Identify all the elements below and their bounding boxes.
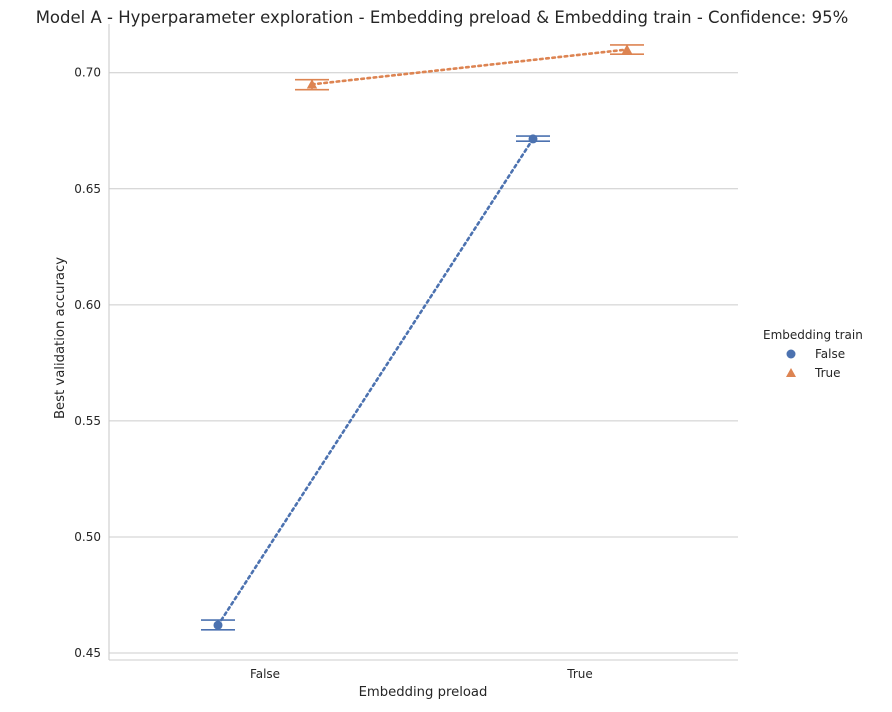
y-tick-label: 0.65 (74, 182, 101, 196)
y-tick-label: 0.45 (74, 646, 101, 660)
x-tick-label: False (250, 667, 280, 681)
series-true (295, 44, 644, 91)
x-axis-label: Embedding preload (359, 685, 488, 700)
chart-title: Model A - Hyperparameter exploration - E… (36, 8, 849, 27)
legend-label: True (814, 366, 841, 380)
legend: Embedding train False True (763, 328, 863, 380)
y-tick-label: 0.70 (74, 66, 101, 80)
x-tick-label: True (566, 667, 593, 681)
legend-label: False (815, 347, 845, 361)
data-point (528, 134, 538, 144)
legend-items: False True (786, 347, 845, 380)
tick-layer: 0.45 0.50 0.55 0.60 0.65 0.70 False True (74, 66, 592, 681)
legend-marker (786, 349, 796, 359)
legend-item-false: False (786, 347, 845, 361)
data-point (621, 44, 633, 54)
data-point (213, 620, 223, 630)
grid-layer (109, 72, 738, 654)
legend-marker (786, 368, 796, 377)
series-line (310, 48, 629, 86)
y-tick-label: 0.50 (74, 530, 101, 544)
spine-layer (108, 24, 738, 661)
legend-title: Embedding train (763, 328, 863, 342)
series-layer (201, 44, 644, 631)
series-line (216, 137, 535, 627)
y-tick-label: 0.60 (74, 298, 101, 312)
series-false (201, 134, 550, 631)
y-tick-label: 0.55 (74, 414, 101, 428)
legend-item-true: True (786, 366, 841, 380)
y-axis-label: Best validation accuracy (53, 257, 68, 419)
data-point (306, 79, 318, 89)
